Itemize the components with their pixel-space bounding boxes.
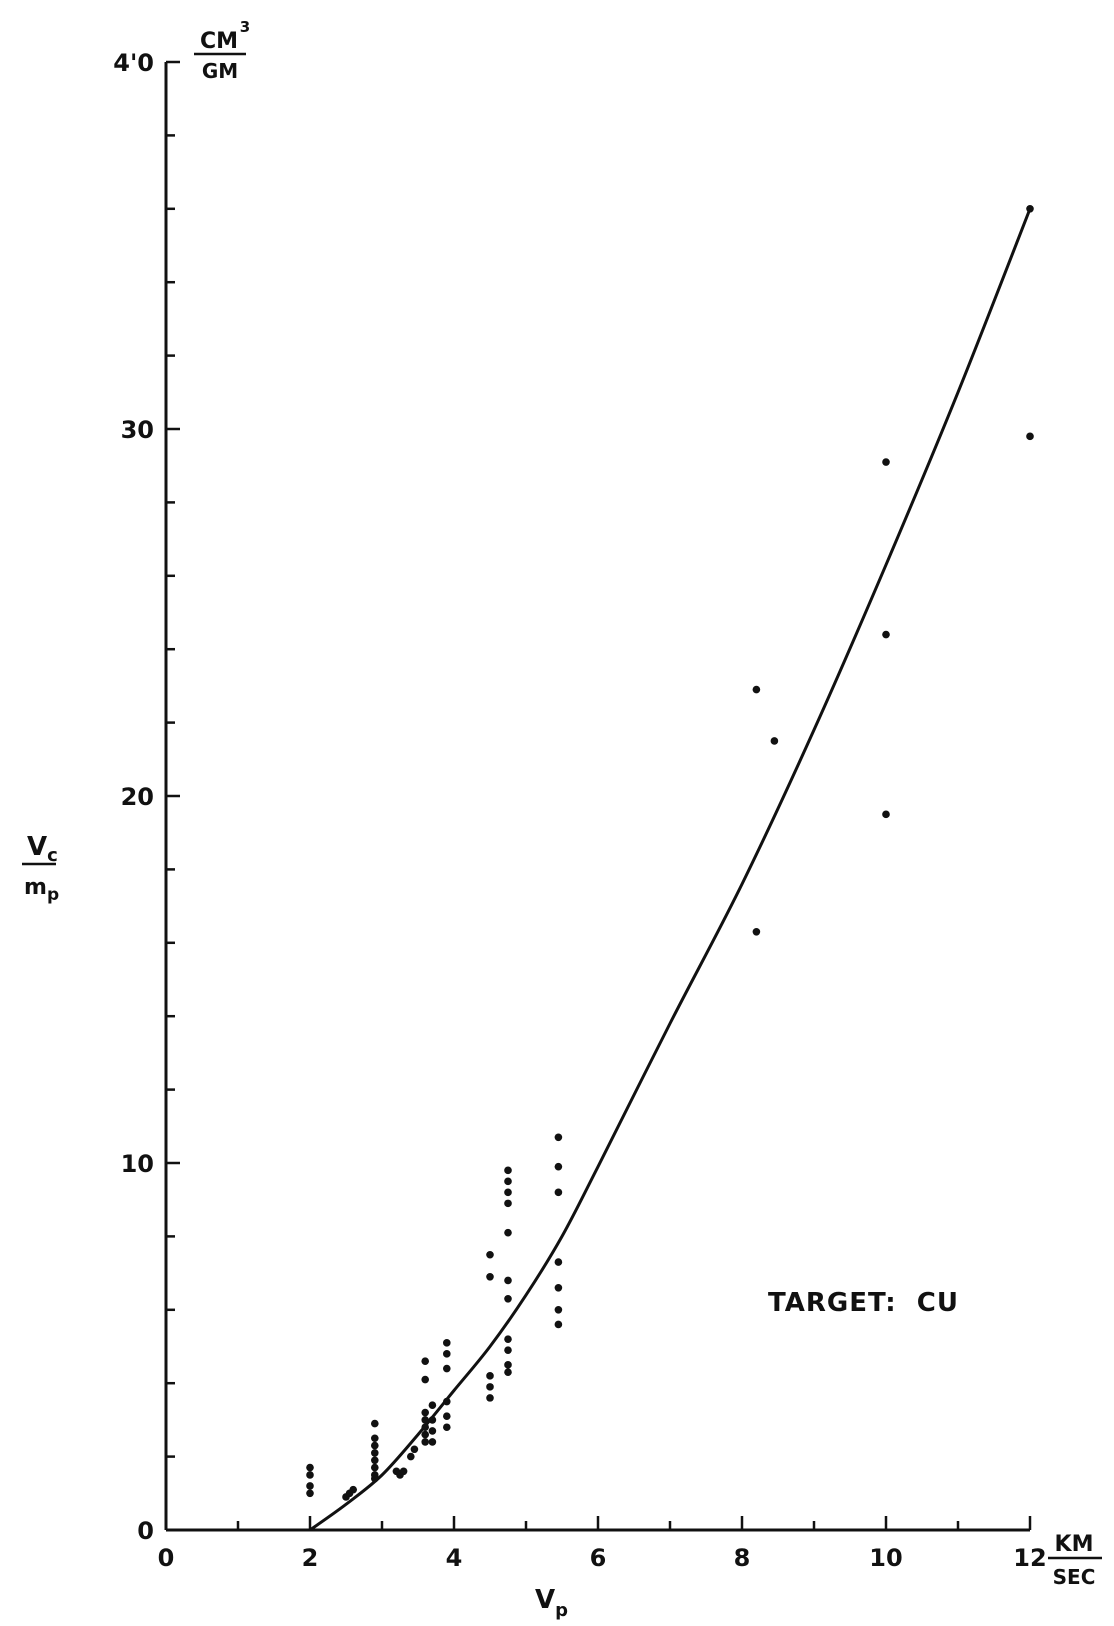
data-point (486, 1250, 494, 1259)
data-point (554, 1133, 563, 1142)
tick-labels: 0 2 4 6 8 10 12 0 10 20 30 4'0 (113, 49, 1046, 1572)
fit-curve (309, 208, 1032, 1532)
data-point (504, 1177, 512, 1186)
data-point (428, 1416, 437, 1424)
data-point (554, 1162, 563, 1171)
x-unit-numerator: KM (1055, 1532, 1094, 1557)
data-point (504, 1276, 512, 1285)
data-point (428, 1438, 437, 1446)
data-point (371, 1434, 379, 1443)
x-tick-label: 6 (590, 1544, 607, 1572)
data-point (504, 1361, 512, 1369)
x-tick-label: 8 (734, 1544, 751, 1572)
data-point (504, 1188, 512, 1197)
data-point (504, 1199, 512, 1208)
data-point (752, 685, 761, 694)
data-point (443, 1339, 451, 1347)
data-point (554, 1258, 563, 1266)
y-tick-label: 10 (121, 1150, 154, 1178)
y-tick-label: 20 (121, 783, 154, 811)
x-tick-label: 2 (302, 1544, 319, 1572)
data-point (504, 1368, 512, 1376)
y-label-numerator: Vc (27, 832, 58, 866)
data-point (407, 1452, 415, 1461)
data-point (1026, 432, 1034, 441)
data-point (443, 1397, 451, 1406)
y-unit-denominator: GM (202, 59, 238, 83)
x-tick-label: 12 (1013, 1544, 1046, 1572)
y-tick-label: 4'0 (113, 49, 154, 77)
x-tick-label: 10 (869, 1544, 902, 1572)
data-point (504, 1228, 512, 1237)
data-point (504, 1335, 512, 1343)
data-point (349, 1485, 358, 1494)
x-tick-label: 4 (446, 1544, 463, 1572)
x-unit-denominator: SEC (1053, 1565, 1096, 1589)
data-point (371, 1449, 379, 1457)
data-point (428, 1401, 437, 1410)
data-point (421, 1357, 430, 1365)
data-point (486, 1372, 494, 1380)
data-point (443, 1423, 451, 1432)
y-axis-label: Vc mp (22, 832, 59, 905)
data-points (306, 205, 1034, 1501)
x-tick-label: 0 (158, 1544, 175, 1572)
data-point (428, 1427, 437, 1435)
data-point (882, 810, 890, 819)
data-point (1026, 205, 1034, 213)
data-point (882, 630, 890, 639)
data-point (371, 1456, 379, 1465)
data-point (443, 1350, 451, 1358)
data-point (371, 1441, 379, 1450)
data-point (421, 1430, 430, 1439)
data-point (306, 1482, 314, 1490)
data-point (486, 1383, 494, 1391)
data-point (443, 1364, 451, 1373)
data-point (399, 1467, 408, 1476)
data-point (554, 1283, 563, 1292)
y-unit-numerator: CM (200, 29, 238, 54)
data-point (421, 1423, 430, 1432)
y-unit-superscript: 3 (240, 18, 250, 36)
axis-ticks (164, 60, 1032, 1532)
data-point (554, 1306, 563, 1314)
data-point (486, 1394, 494, 1402)
data-point (421, 1375, 430, 1384)
data-point (752, 927, 761, 936)
data-point (504, 1346, 512, 1354)
data-point (882, 458, 890, 466)
data-point (306, 1489, 314, 1498)
data-point (486, 1272, 494, 1281)
y-label-denominator: mp (24, 875, 59, 905)
target-annotation: TARGET: CU (768, 1288, 959, 1318)
x-axis-unit: KM SEC (1048, 1532, 1102, 1589)
data-point (770, 737, 779, 745)
data-point (371, 1463, 379, 1472)
data-point (443, 1412, 451, 1421)
y-axis-unit: CM 3 GM (194, 18, 250, 83)
data-point (371, 1474, 379, 1483)
data-point (306, 1463, 314, 1472)
data-point (554, 1188, 563, 1197)
data-point (306, 1471, 314, 1479)
x-axis-label: Vp (535, 1585, 568, 1621)
data-point (421, 1416, 430, 1424)
y-tick-label: 0 (137, 1517, 154, 1545)
data-point (371, 1419, 379, 1428)
data-point (554, 1320, 563, 1329)
data-point (421, 1438, 430, 1446)
data-point (410, 1445, 419, 1454)
data-point (504, 1166, 512, 1175)
y-tick-label: 30 (121, 416, 154, 444)
data-point (504, 1294, 512, 1303)
data-point (421, 1408, 430, 1417)
